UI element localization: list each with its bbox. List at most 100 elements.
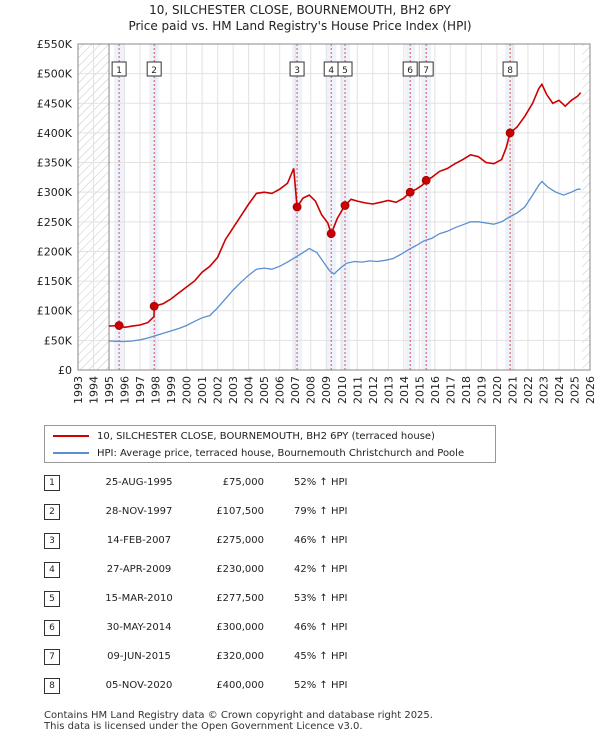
table-row: 4 27-APR-2009 £230,000 42% ↑ HPI xyxy=(44,562,444,580)
y-tick-label: £550K xyxy=(37,38,73,51)
legend-item-property: 10, SILCHESTER CLOSE, BOURNEMOUTH, BH2 6… xyxy=(53,428,435,444)
sale-point xyxy=(149,301,159,311)
sale-date: 15-MAR-2010 xyxy=(105,593,173,604)
x-tick-label: 2019 xyxy=(475,376,488,404)
sale-label-text: 8 xyxy=(507,66,513,76)
sale-price: £277,500 xyxy=(216,593,264,604)
x-tick-label: 2018 xyxy=(460,376,473,404)
table-row: 1 25-AUG-1995 £75,000 52% ↑ HPI xyxy=(44,475,444,493)
x-tick-label: 2012 xyxy=(367,376,380,404)
x-tick-label: 1994 xyxy=(88,376,101,404)
sale-hpi-change: 46% ↑ HPI xyxy=(294,622,348,633)
sale-date: 14-FEB-2007 xyxy=(106,535,172,546)
sale-price: £75,000 xyxy=(222,477,264,488)
x-tick-label: 2002 xyxy=(212,376,225,404)
x-tick-label: 2017 xyxy=(444,376,457,404)
y-tick-label: £500K xyxy=(37,68,73,81)
sale-label-text: 3 xyxy=(294,66,300,76)
sale-point xyxy=(421,175,431,185)
y-tick-label: £150K xyxy=(37,275,73,288)
x-tick-label: 2010 xyxy=(336,376,349,404)
sale-number-badge: 6 xyxy=(44,620,60,636)
chart-legend: 10, SILCHESTER CLOSE, BOURNEMOUTH, BH2 6… xyxy=(44,425,496,463)
sale-price: £230,000 xyxy=(216,564,264,575)
sale-band xyxy=(405,44,416,370)
sale-date: 28-NOV-1997 xyxy=(105,506,173,517)
sale-label-text: 7 xyxy=(423,66,429,76)
x-tick-label: 2006 xyxy=(274,376,287,404)
x-tick-label: 1998 xyxy=(150,376,163,404)
sale-label-text: 2 xyxy=(151,66,157,76)
sale-hpi-change: 52% ↑ HPI xyxy=(294,680,348,691)
sale-number-badge: 5 xyxy=(44,591,60,607)
x-tick-label: 2014 xyxy=(398,376,411,404)
sale-hpi-change: 53% ↑ HPI xyxy=(294,593,348,604)
sale-band xyxy=(114,44,125,370)
x-tick-label: 2007 xyxy=(289,376,302,404)
sale-point xyxy=(326,229,336,239)
sale-label-box xyxy=(337,61,353,77)
legend-swatch-hpi xyxy=(53,452,89,454)
legend-swatch-property xyxy=(53,435,89,437)
x-tick-label: 2011 xyxy=(351,376,364,404)
sale-number-badge: 3 xyxy=(44,533,60,549)
x-tick-label: 2003 xyxy=(227,376,240,404)
x-tick-label: 2021 xyxy=(506,376,519,404)
x-tick-label: 1997 xyxy=(134,376,147,404)
sale-date: 25-AUG-1995 xyxy=(105,477,173,488)
hatched-region xyxy=(582,44,590,370)
sale-price: £320,000 xyxy=(216,651,264,662)
table-row: 6 30-MAY-2014 £300,000 46% ↑ HPI xyxy=(44,620,444,638)
sale-label-text: 4 xyxy=(328,66,334,76)
x-tick-label: 2005 xyxy=(258,376,271,404)
x-tick-label: 2001 xyxy=(196,376,209,404)
x-tick-label: 2004 xyxy=(243,376,256,404)
series-line-hpi xyxy=(108,180,581,343)
y-tick-label: £300K xyxy=(37,186,73,199)
sale-hpi-change: 42% ↑ HPI xyxy=(294,564,348,575)
table-row: 2 28-NOV-1997 £107,500 79% ↑ HPI xyxy=(44,504,444,522)
sale-hpi-change: 52% ↑ HPI xyxy=(294,477,348,488)
sale-point xyxy=(114,321,124,330)
sale-price: £300,000 xyxy=(216,622,264,633)
sale-label-text: 6 xyxy=(407,66,413,76)
table-row: 8 05-NOV-2020 £400,000 52% ↑ HPI xyxy=(44,678,444,696)
sale-date: 09-JUN-2015 xyxy=(107,651,171,662)
sale-number-badge: 8 xyxy=(44,678,60,694)
attribution-line-2: This data is licensed under the Open Gov… xyxy=(44,721,363,732)
sale-label-box xyxy=(146,61,162,77)
x-tick-label: 2015 xyxy=(413,376,426,404)
sale-date: 30-MAY-2014 xyxy=(106,622,172,633)
x-tick-label: 2016 xyxy=(429,376,442,404)
x-tick-label: 1999 xyxy=(165,376,178,404)
y-tick-label: £400K xyxy=(37,127,73,140)
sale-point xyxy=(340,201,350,210)
sale-hpi-change: 46% ↑ HPI xyxy=(294,535,348,546)
sale-number-badge: 1 xyxy=(44,475,60,491)
y-tick-label: £0 xyxy=(58,364,72,377)
sale-band xyxy=(149,44,160,370)
sale-label-text: 5 xyxy=(342,66,348,76)
sale-band xyxy=(505,44,516,370)
plot-frame xyxy=(77,43,591,371)
x-tick-label: 1996 xyxy=(119,376,132,404)
sale-band xyxy=(326,44,337,370)
chart-subtitle: Price paid vs. HM Land Registry's House … xyxy=(128,19,472,33)
x-tick-label: 1995 xyxy=(103,376,116,404)
sale-price: £400,000 xyxy=(216,680,264,691)
attribution-line-1: Contains HM Land Registry data © Crown c… xyxy=(44,710,433,721)
x-tick-label: 2022 xyxy=(522,376,535,404)
x-tick-label: 2020 xyxy=(491,376,504,404)
sale-hpi-change: 79% ↑ HPI xyxy=(294,506,348,517)
x-tick-label: 2025 xyxy=(568,376,581,404)
y-tick-label: £200K xyxy=(37,245,73,258)
sale-label-box xyxy=(502,61,518,77)
x-tick-label: 2009 xyxy=(320,376,333,404)
table-row: 3 14-FEB-2007 £275,000 46% ↑ HPI xyxy=(44,533,444,551)
sale-point xyxy=(292,202,302,212)
sale-point xyxy=(505,128,515,138)
sale-label-box xyxy=(289,61,305,77)
legend-label-property: 10, SILCHESTER CLOSE, BOURNEMOUTH, BH2 6… xyxy=(97,430,435,442)
x-tick-label: 2000 xyxy=(181,376,194,404)
sale-label-box xyxy=(418,61,434,77)
